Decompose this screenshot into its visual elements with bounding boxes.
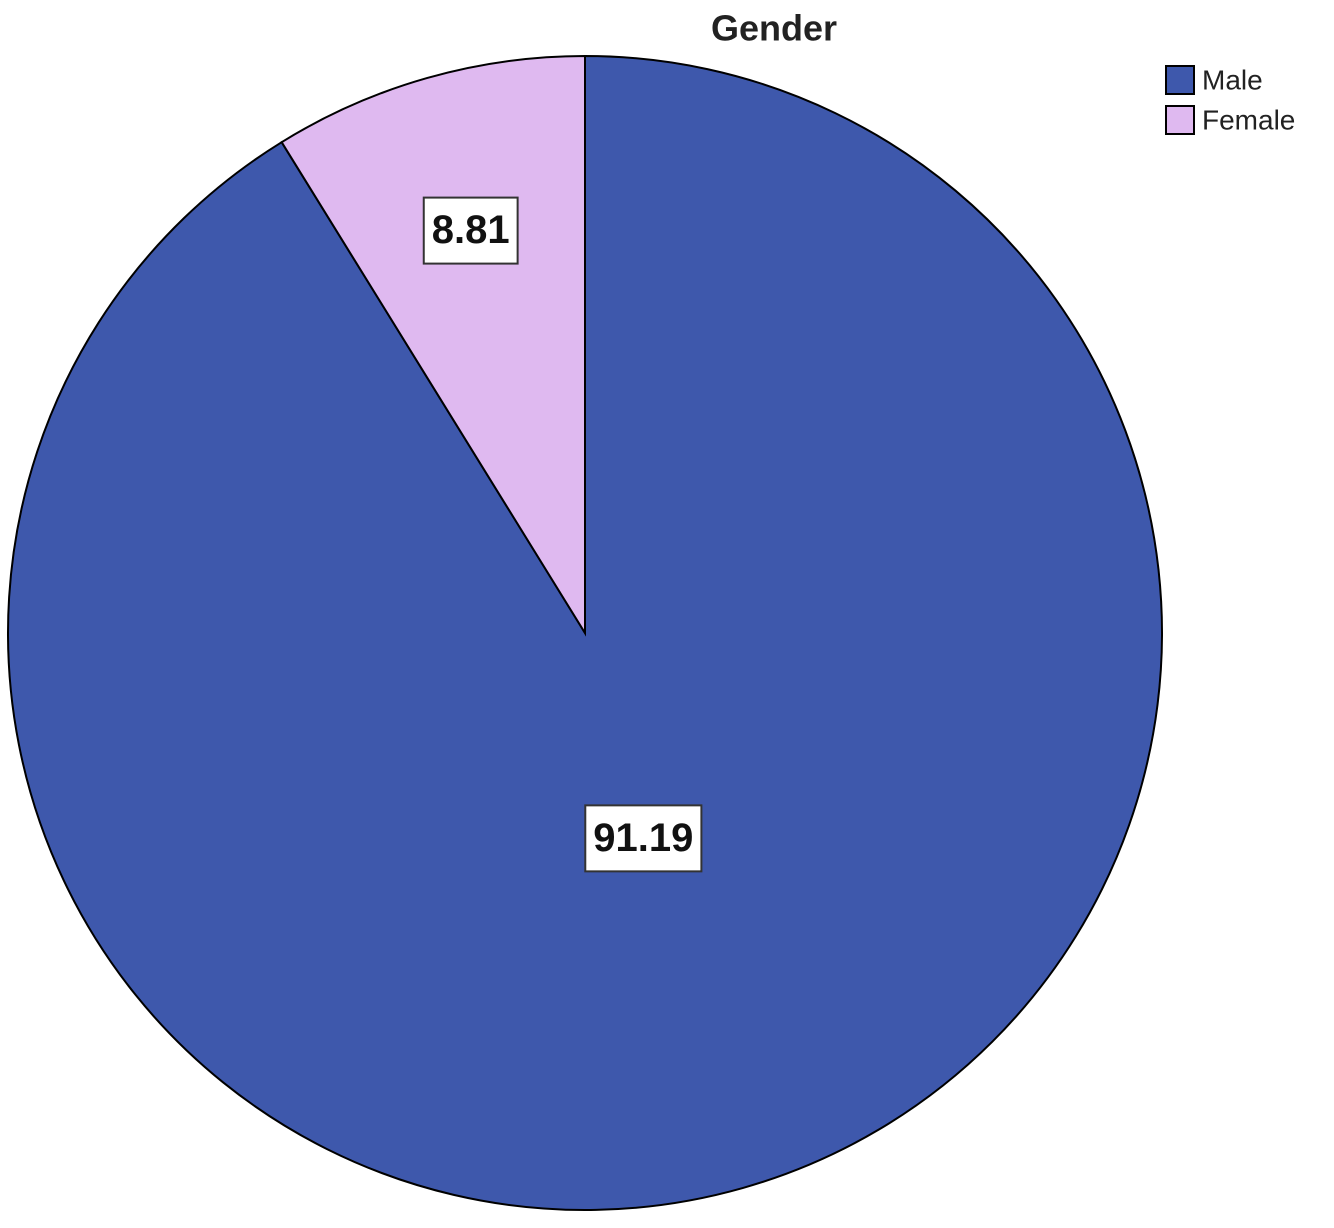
legend-swatch xyxy=(1165,105,1195,135)
data-label: 91.19 xyxy=(593,816,693,860)
data-label: 8.81 xyxy=(432,208,510,252)
legend-label: Male xyxy=(1202,64,1263,95)
legend-label: Female xyxy=(1202,104,1295,135)
data-label-box xyxy=(584,804,703,873)
data-label-box xyxy=(422,196,519,265)
legend-swatch xyxy=(1165,65,1195,95)
chart-title: Gender xyxy=(711,8,837,49)
